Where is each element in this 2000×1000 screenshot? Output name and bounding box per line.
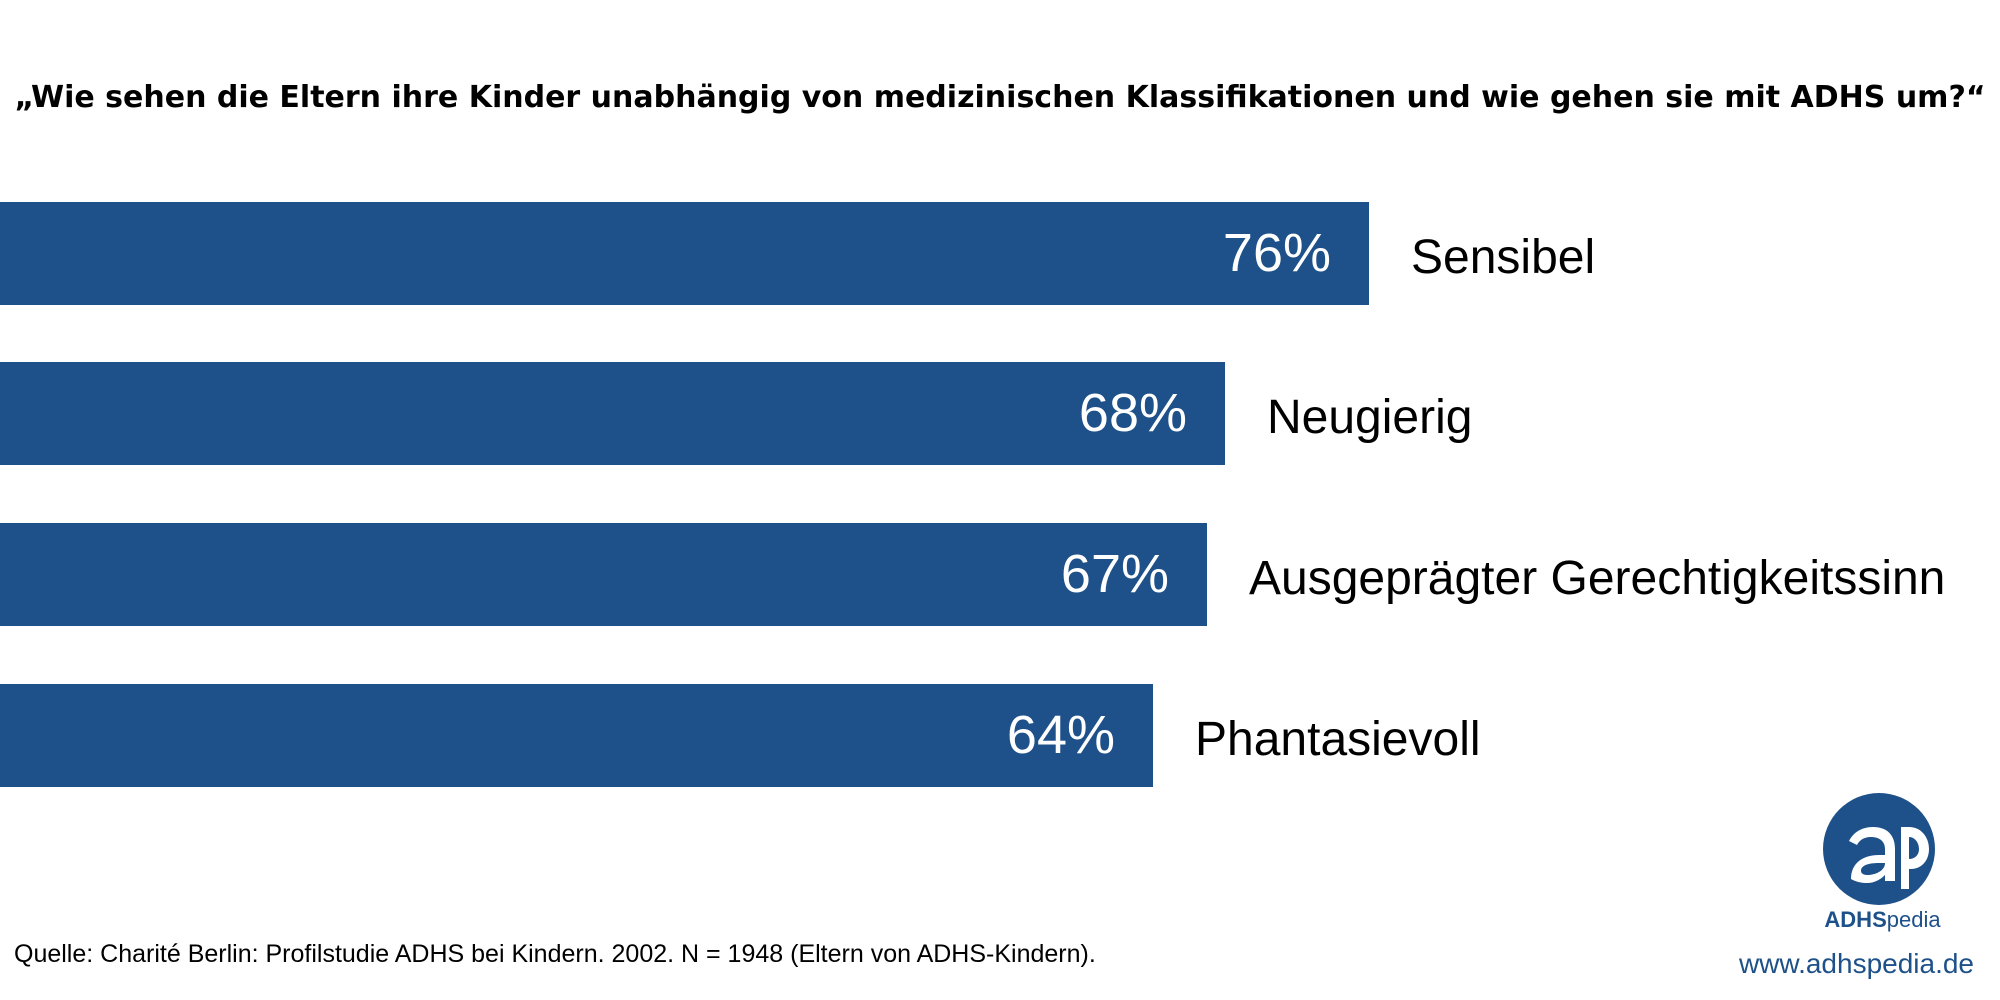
bar-value-label: 68% [1078,383,1187,443]
logo-wordmark: ADHSpedia [1824,907,1941,932]
bar [0,362,1225,465]
chart-title: „Wie sehen die Eltern ihre Kinder unabhä… [14,80,1986,115]
ap-logo-icon [1823,793,1935,905]
bar [0,523,1207,626]
bar [0,684,1153,787]
category-label: Neugierig [1267,391,1473,444]
adhspedia-logo[interactable]: ADHSpedia [1815,785,1950,940]
website-link[interactable]: www.adhspedia.de [1738,948,1974,979]
bar-value-label: 76% [1222,223,1331,283]
bar-value-label: 67% [1060,544,1169,604]
bar [0,202,1369,305]
source-note: Quelle: Charité Berlin: Profilstudie ADH… [14,940,1096,968]
category-label: Ausgeprägter Gerechtigkeitssinn [1249,552,1946,605]
bar-value-label: 64% [1006,705,1115,765]
category-label: Phantasievoll [1195,713,1481,766]
category-label: Sensibel [1411,231,1596,284]
